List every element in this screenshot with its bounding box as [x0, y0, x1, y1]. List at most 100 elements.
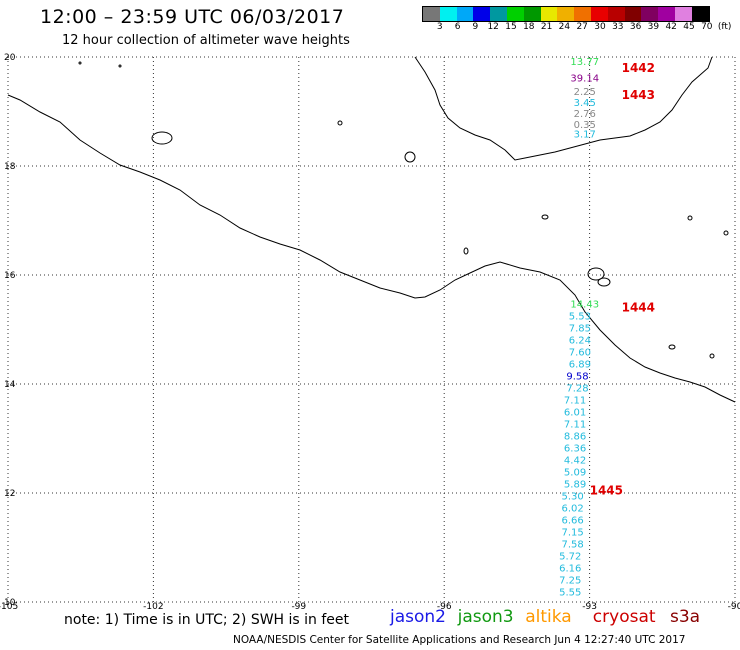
lon-tick-label: -105 [0, 602, 18, 612]
color-scale-label: 18 [523, 22, 535, 32]
color-swatch [557, 7, 575, 21]
wave-height-value: 7.28 [566, 384, 588, 395]
axis-tick-labels: -105 -102 -99 -96 -93 -90 20 18 16 14 12 10 [0, 53, 740, 612]
island-outline [597, 277, 611, 287]
island-outline [709, 353, 715, 359]
lon-tick-label: -96 [437, 602, 452, 612]
credit-footer: NOAA/NESDIS Center for Satellite Applica… [233, 634, 686, 646]
wave-height-value: 5.09 [564, 468, 586, 479]
wave-height-color-scale [422, 6, 710, 22]
wave-height-value: 4.42 [564, 456, 586, 467]
color-scale-label: 27 [576, 22, 588, 32]
color-swatch [439, 7, 457, 21]
color-scale-label: 9 [472, 22, 479, 32]
wave-height-value: 5.55 [559, 587, 581, 598]
island-outline [687, 215, 693, 221]
lat-tick-label: 20 [4, 53, 16, 63]
wave-height-value: 3.45 [574, 98, 596, 109]
wave-height-value: 6.16 [559, 563, 581, 574]
gulf-coastline [414, 56, 713, 161]
lon-tick-label: -93 [582, 602, 597, 612]
pass-labels: 1442 1443 1444 1445 [590, 61, 655, 497]
wave-height-value: 7.11 [564, 420, 586, 431]
wave-height-value: 6.24 [569, 336, 591, 347]
lat-tick-label: 16 [4, 271, 16, 281]
color-scale-label: 45 [683, 22, 695, 32]
wave-height-value: 5.89 [564, 480, 586, 491]
island-outline [118, 64, 122, 68]
island-outline [668, 344, 676, 350]
pass-number-label: 1445 [590, 483, 623, 497]
pass-number-label: 1442 [622, 61, 655, 75]
lat-tick-label: 14 [4, 380, 16, 390]
color-swatch [691, 7, 709, 21]
color-swatch [506, 7, 524, 21]
color-swatch [641, 7, 659, 21]
island-outline [541, 214, 549, 220]
color-swatch [540, 7, 558, 21]
mission-legend-item: jason3 [457, 607, 514, 627]
wave-height-value: 5.72 [559, 551, 581, 562]
island-outline [723, 230, 729, 236]
wave-height-value: 3.17 [574, 130, 596, 141]
wave-height-value: 7.15 [562, 528, 584, 539]
wave-height-value: 9.58 [566, 372, 588, 383]
wave-height-value: 39.14 [570, 74, 599, 85]
color-swatch [423, 7, 440, 21]
lat-tick-label: 18 [4, 162, 16, 172]
mission-legend-item: cryosat [592, 607, 656, 627]
wave-height-value: 5.30 [562, 492, 584, 503]
color-scale-label: 30 [594, 22, 606, 32]
wave-height-value: 7.58 [562, 540, 584, 551]
color-scale-label: 39 [647, 22, 660, 32]
color-swatch [658, 7, 675, 21]
page-subtitle: 12 hour collection of altimeter wave hei… [62, 33, 350, 48]
mission-legend-item: jason2 [390, 607, 446, 627]
color-scale-label: 3 [436, 22, 443, 32]
coastline [7, 56, 736, 403]
island-outline [151, 131, 173, 145]
wave-height-value: 2.25 [574, 87, 596, 98]
wave-height-value: 6.36 [564, 444, 586, 455]
color-swatch [473, 7, 491, 21]
color-scale-label: 24 [558, 22, 571, 32]
pass-number-label: 1444 [622, 301, 655, 315]
lon-tick-label: -90 [728, 602, 740, 612]
units-note: note: 1) Time is in UTC; 2) SWH is in fe… [64, 612, 350, 628]
color-scale-label: 42 [665, 22, 677, 32]
wave-height-value: 0.35 [574, 120, 596, 131]
color-swatch [490, 7, 507, 21]
color-scale-label: 36 [629, 22, 642, 32]
color-swatch [574, 7, 591, 21]
island-outline [404, 151, 416, 163]
color-swatch [456, 7, 474, 21]
wave-height-value: 14.43 [570, 300, 599, 311]
wave-height-value: 7.85 [569, 324, 591, 335]
lat-tick-label: 10 [4, 598, 16, 608]
pass-number-label: 1443 [622, 88, 655, 102]
wave-height-value: 6.89 [569, 360, 591, 371]
wave-height-value: 7.60 [569, 348, 591, 359]
wave-height-value: 8.86 [564, 432, 586, 443]
island-outline [463, 247, 469, 255]
wave-height-value: 7.11 [564, 396, 586, 407]
lat-tick-label: 12 [4, 489, 15, 499]
color-swatch [624, 7, 642, 21]
island-outline [337, 120, 343, 126]
color-scale-label: (ft) [717, 22, 732, 32]
wave-height-value: 2.76 [574, 109, 596, 120]
page-title: 12:00 – 23:59 UTC 06/03/2017 [40, 6, 345, 28]
pacific-coastline [7, 94, 736, 403]
color-swatch [523, 7, 541, 21]
color-scale-label: 12 [487, 22, 499, 32]
color-swatch [674, 7, 692, 21]
color-scale-label: 6 [454, 22, 461, 32]
wave-height-value: 6.66 [562, 516, 584, 527]
wave-height-value: 7.25 [559, 575, 581, 586]
color-swatch [590, 7, 608, 21]
mission-legend-item: altika [525, 607, 572, 627]
wave-height-value: 6.02 [562, 504, 584, 515]
island-outline [587, 267, 605, 281]
lon-tick-label: -99 [291, 602, 306, 612]
